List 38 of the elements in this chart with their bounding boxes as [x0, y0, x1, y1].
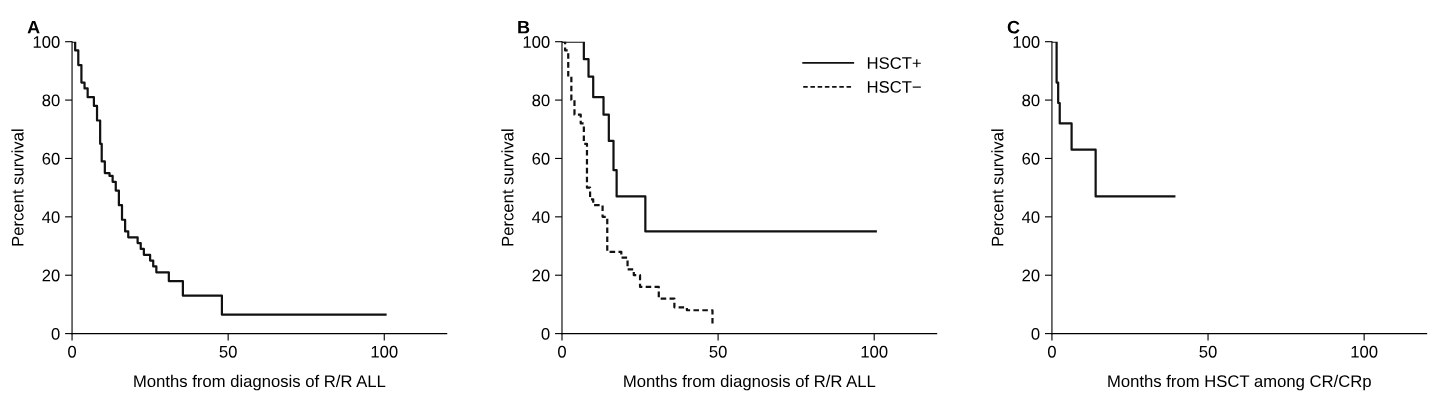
x-axis-title: Months from diagnosis of R/R ALL	[624, 374, 876, 391]
x-axis-title: Months from HSCT among CR/CRp	[1108, 374, 1371, 391]
y-tick-label: 100	[523, 36, 550, 48]
x-tick-label: 100	[1351, 345, 1378, 358]
y-tick-label: 20	[532, 269, 550, 282]
x-axis-title: Months from diagnosis of R/R ALL	[134, 374, 386, 391]
y-tick-label: 100	[1013, 36, 1040, 48]
y-axis-title: Percent survival	[991, 129, 1004, 246]
chart-title: A	[27, 20, 40, 34]
y-tick-label: 40	[532, 211, 550, 224]
y-tick-label: 20	[1022, 269, 1040, 282]
x-tick-label: 0	[558, 345, 566, 358]
y-axis-title: Percent survival	[11, 129, 24, 246]
y-tick-label: 100	[33, 36, 60, 48]
chart-title: C	[1007, 20, 1020, 34]
y-tick-label: 0	[541, 328, 550, 340]
x-tick-label: 50	[709, 345, 727, 358]
y-tick-label: 0	[51, 328, 60, 340]
y-tick-label: 40	[1021, 211, 1040, 224]
x-tick-label: 0	[68, 345, 77, 358]
x-tick-label: 100	[861, 345, 888, 358]
y-tick-label: 60	[42, 152, 60, 165]
legend-label: HSCT+	[867, 57, 921, 69]
y-tick-label: 0	[1031, 328, 1040, 340]
y-tick-label: 80	[1022, 94, 1040, 107]
chart-title: B	[518, 20, 530, 34]
x-tick-label: 50	[1199, 345, 1217, 358]
y-axis-title: Percent survival	[501, 129, 514, 246]
legend-label: HSCT−	[867, 81, 921, 93]
y-tick-label: 60	[1022, 152, 1040, 165]
y-tick-label: 20	[42, 269, 60, 282]
x-tick-label: 0	[1047, 345, 1056, 358]
y-tick-label: 40	[42, 211, 60, 224]
y-tick-label: 80	[42, 94, 60, 107]
x-tick-label: 100	[371, 345, 398, 358]
x-tick-label: 50	[219, 345, 237, 358]
y-tick-label: 60	[532, 152, 550, 165]
y-tick-label: 80	[532, 94, 550, 107]
